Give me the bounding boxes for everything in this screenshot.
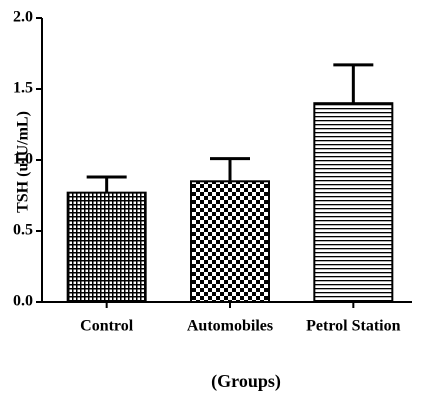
bar — [66, 191, 147, 303]
y-tick-label: 0.5 — [13, 222, 33, 239]
x-tick-label: Control — [80, 318, 134, 335]
x-tick-label: Automobiles — [187, 318, 273, 335]
y-tick-label: 1.0 — [13, 151, 33, 168]
bar — [190, 180, 270, 303]
y-axis-label: TSH (uIU/mL) — [15, 111, 32, 213]
bar — [313, 102, 394, 303]
x-axis-label: (Groups) — [211, 371, 281, 392]
y-tick-label: 0.0 — [13, 293, 33, 310]
y-tick-label: 2.0 — [13, 9, 33, 26]
x-tick-label: Petrol Station — [306, 318, 400, 335]
y-tick-label: 1.5 — [13, 80, 33, 97]
